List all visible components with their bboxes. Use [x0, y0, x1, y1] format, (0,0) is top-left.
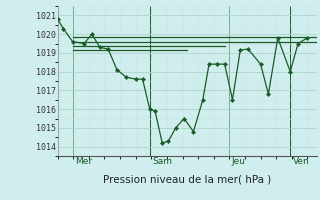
X-axis label: Pression niveau de la mer( hPa ): Pression niveau de la mer( hPa ): [103, 175, 271, 185]
Text: Ven: Ven: [293, 157, 309, 166]
Text: Jeu: Jeu: [232, 157, 245, 166]
Text: Sam: Sam: [152, 157, 172, 166]
Text: Mer: Mer: [76, 157, 92, 166]
